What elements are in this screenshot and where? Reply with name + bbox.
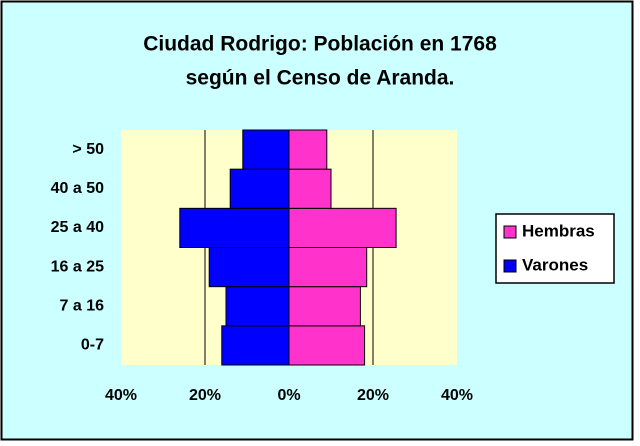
bar xyxy=(229,168,290,209)
chart-title: Ciudad Rodrigo: Población en 1768 xyxy=(143,33,497,56)
x-tick-label: 40% xyxy=(105,387,137,404)
bar xyxy=(242,129,290,170)
legend-label: Hembras xyxy=(522,221,595,240)
bar xyxy=(208,247,290,288)
y-tick-label: > 50 xyxy=(72,141,104,158)
bar xyxy=(221,325,290,366)
x-tick-label: 0% xyxy=(277,387,300,404)
bar xyxy=(288,129,328,170)
chart-title: según el Censo de Aranda. xyxy=(186,67,455,90)
bar xyxy=(288,247,368,288)
y-tick-label: 7 a 16 xyxy=(60,297,105,314)
y-tick-label: 25 a 40 xyxy=(51,219,104,236)
bar xyxy=(288,168,332,209)
y-tick-label: 40 a 50 xyxy=(51,180,104,197)
x-tick-label: 20% xyxy=(189,387,221,404)
legend-swatch xyxy=(503,225,517,239)
bar xyxy=(225,286,290,327)
bar xyxy=(288,286,361,327)
legend-label: Varones xyxy=(522,255,588,274)
y-tick-label: 0-7 xyxy=(81,337,104,354)
legend-swatch xyxy=(503,259,517,273)
x-tick-label: 20% xyxy=(357,387,389,404)
bar xyxy=(288,325,366,366)
bar xyxy=(179,207,290,248)
y-tick-label: 16 a 25 xyxy=(51,258,104,275)
bar xyxy=(288,207,397,248)
x-tick-label: 40% xyxy=(441,387,473,404)
